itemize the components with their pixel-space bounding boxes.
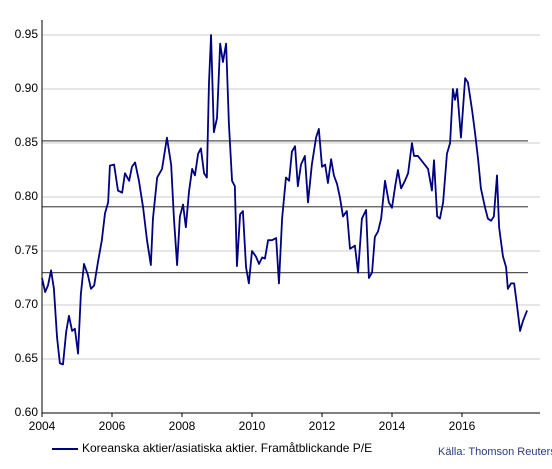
- x-tick-label: 2008: [169, 419, 196, 433]
- x-tick-label: 2012: [309, 419, 336, 433]
- y-tick-label: 0.90: [15, 81, 39, 95]
- x-tick-label: 2016: [449, 419, 476, 433]
- source: Källa: Thomson Reuters: [438, 446, 552, 458]
- x-tick-label: 2004: [29, 419, 56, 433]
- series-line: [41, 34, 528, 366]
- x-tick-label: 2010: [239, 419, 266, 433]
- y-tick-label: 0.70: [15, 297, 39, 311]
- legend-label: Koreanska aktier/asiatiska aktier. Framå…: [82, 441, 372, 455]
- y-tick-label: 0.95: [15, 27, 39, 41]
- y-tick-label: 0.65: [15, 351, 39, 365]
- y-tick-label: 0.85: [15, 135, 39, 149]
- x-tick-label: 2014: [379, 419, 406, 433]
- y-tick-label: 0.75: [15, 243, 39, 257]
- y-tick-label: 0.60: [15, 405, 39, 419]
- y-tick-label: 0.80: [15, 189, 39, 203]
- x-tick-label: 2006: [99, 419, 126, 433]
